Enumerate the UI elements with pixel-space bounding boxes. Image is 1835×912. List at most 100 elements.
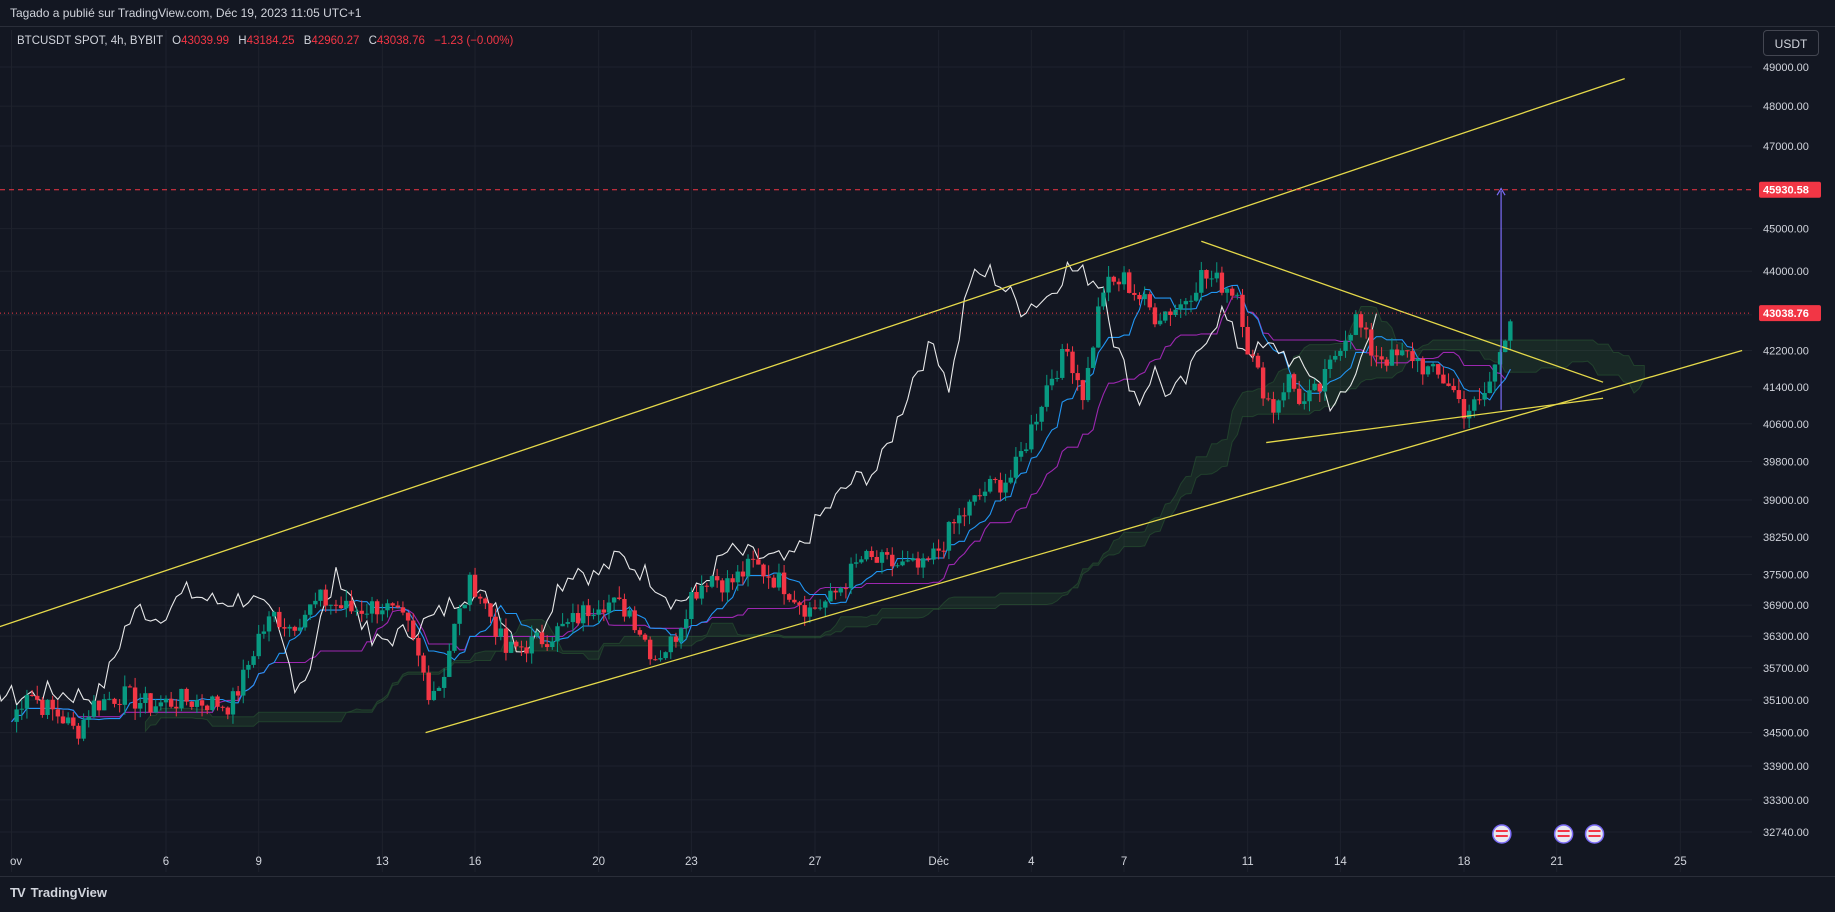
candle-body: [678, 628, 684, 642]
candle: [1106, 265, 1111, 302]
candle: [477, 593, 483, 604]
candle: [694, 584, 699, 601]
candle: [1230, 286, 1235, 300]
channel-lower-line: [425, 349, 1743, 734]
candle-body: [1430, 364, 1436, 367]
candle: [817, 599, 823, 611]
candle: [714, 568, 720, 588]
candle: [910, 553, 916, 562]
candle: [380, 603, 385, 622]
candle-body: [143, 693, 148, 704]
candle-body: [1436, 364, 1441, 375]
currency-button[interactable]: USDT: [1763, 30, 1819, 56]
candle-body: [380, 610, 385, 615]
candle: [920, 553, 926, 579]
tradingview-brand[interactable]: TV TradingView: [10, 885, 107, 900]
candle: [364, 603, 370, 619]
y-tick-label: 35100.00: [1763, 695, 1809, 707]
high-value: 43184.25: [246, 35, 295, 47]
candle-body: [297, 627, 303, 631]
candle: [1060, 343, 1065, 380]
candle-body: [1137, 294, 1142, 300]
candle-body: [637, 630, 643, 635]
candle: [220, 705, 225, 712]
candle-body: [859, 559, 864, 563]
candle: [869, 546, 874, 561]
x-tick-label: 13: [376, 856, 389, 868]
candle: [1312, 378, 1317, 391]
candle-body: [313, 600, 318, 605]
candle: [225, 706, 231, 720]
candle: [266, 611, 272, 642]
candle: [637, 627, 643, 637]
flag-stripe: [1588, 835, 1601, 837]
candle: [390, 602, 395, 611]
candle-body: [1008, 477, 1013, 483]
candle-body: [1142, 294, 1147, 300]
flag-stripe: [1557, 835, 1570, 837]
flag-stripe: [1495, 830, 1508, 832]
candle: [230, 687, 236, 724]
candle-body: [1466, 410, 1472, 419]
candle-body: [467, 574, 473, 605]
candle-body: [76, 725, 81, 739]
candle: [1044, 374, 1049, 412]
candle-body: [308, 604, 313, 615]
candle: [493, 608, 498, 645]
candle-body: [725, 578, 730, 593]
chart-area[interactable]: 49000.00 48000.00 47000.00 45000.00 44000.00…: [0, 27, 1835, 911]
candle-body: [1266, 398, 1271, 400]
candle: [1503, 339, 1508, 353]
candle: [256, 624, 261, 660]
candle-body: [756, 559, 761, 565]
candle: [1281, 382, 1286, 408]
candle: [740, 561, 746, 585]
candle: [699, 575, 704, 605]
last-price-label: 43038.76: [1763, 308, 1809, 320]
candle-body: [694, 591, 699, 599]
candle-body: [117, 703, 122, 705]
candle-body: [261, 631, 267, 634]
candle: [1410, 342, 1415, 369]
candle: [344, 589, 349, 618]
candle: [735, 565, 740, 591]
candle-body: [81, 719, 86, 739]
x-tick-label: 25: [1674, 856, 1687, 868]
candle-body: [854, 562, 859, 564]
candle-body: [1183, 301, 1189, 305]
candle-body: [323, 589, 328, 606]
candle-body: [1173, 309, 1178, 315]
candle-body: [632, 610, 637, 631]
candle: [503, 618, 509, 661]
candle-body: [71, 717, 76, 726]
candle: [40, 696, 45, 718]
candle: [354, 607, 359, 616]
candle-body: [1353, 314, 1359, 335]
candle-body: [1106, 276, 1111, 293]
candle-body: [163, 698, 169, 703]
candle-body: [457, 608, 462, 624]
candle-body: [220, 706, 225, 708]
candle: [1296, 380, 1302, 406]
candle-body: [993, 478, 998, 480]
candle-body: [1003, 482, 1008, 493]
candle: [565, 618, 570, 628]
candle-body: [441, 676, 447, 688]
candle: [1399, 342, 1405, 357]
candle: [328, 604, 334, 615]
candle-body: [766, 576, 771, 578]
candle-body: [720, 580, 725, 593]
price-chart[interactable]: 49000.00 48000.00 47000.00 45000.00 44000.00…: [0, 27, 1835, 911]
candle: [684, 609, 689, 640]
candle-body: [256, 633, 261, 657]
candle-body: [1317, 383, 1322, 392]
candle: [972, 494, 977, 506]
candle: [1430, 362, 1436, 373]
candle-body: [570, 613, 576, 623]
candle: [1142, 286, 1147, 306]
candle-body: [359, 610, 364, 614]
symbol-label[interactable]: BTCUSDT SPOT, 4h, BYBIT: [17, 35, 163, 47]
candle-body: [951, 522, 957, 524]
y-tick-label: 39000.00: [1763, 495, 1809, 507]
candle: [900, 550, 905, 567]
